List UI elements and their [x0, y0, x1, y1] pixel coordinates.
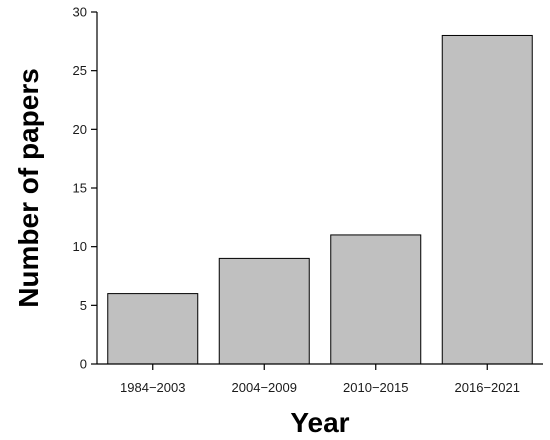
y-axis-title: Number of papers	[13, 68, 44, 308]
y-axis: 0 5 10 15 20 25 30	[73, 5, 98, 372]
y-tick-label: 20	[73, 122, 87, 137]
x-tick-label: 2004−2009	[232, 380, 297, 395]
x-tick-label: 2016−2021	[455, 380, 520, 395]
y-tick-label: 0	[80, 357, 87, 372]
bar	[218, 257, 310, 365]
x-axis: 1984−2003 2004−2009 2010−2015 2016−2021	[97, 363, 543, 395]
y-tick-label: 25	[73, 63, 87, 78]
bars	[107, 34, 533, 365]
x-axis-title: Year	[290, 407, 349, 438]
y-tick-label: 30	[73, 5, 87, 20]
y-tick-label: 10	[73, 239, 87, 254]
bar	[107, 293, 199, 365]
x-tick-label: 1984−2003	[120, 380, 185, 395]
bar	[330, 234, 422, 365]
x-tick-label: 2010−2015	[343, 380, 408, 395]
y-tick-label: 15	[73, 181, 87, 196]
bar	[441, 34, 533, 365]
y-tick-label: 5	[80, 298, 87, 313]
